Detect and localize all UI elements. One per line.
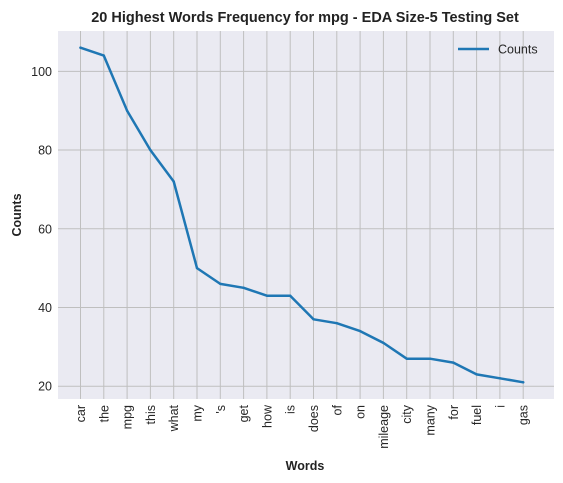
x-tick-label: of xyxy=(330,404,344,415)
data-point xyxy=(79,46,82,49)
data-point xyxy=(265,294,269,297)
legend-label-counts: Counts xyxy=(498,43,538,57)
x-tick-label: mileage xyxy=(377,405,391,449)
data-point xyxy=(498,377,502,380)
data-point xyxy=(475,373,478,376)
data-point xyxy=(428,357,432,360)
x-tick-label: how xyxy=(260,404,274,428)
x-tick-label: 's xyxy=(214,405,228,414)
x-tick-label: i xyxy=(493,405,507,408)
y-tick-label: 80 xyxy=(38,144,52,158)
x-tick-label: the xyxy=(97,405,111,422)
data-point xyxy=(219,282,222,286)
y-tick-label: 100 xyxy=(31,65,52,79)
x-tick-label: is xyxy=(284,405,298,414)
x-tick-label: on xyxy=(354,405,368,419)
x-tick-label: many xyxy=(424,404,438,435)
data-point xyxy=(358,329,362,333)
data-point xyxy=(195,266,199,270)
y-tick-labels: 20 40 60 80 100 xyxy=(31,65,52,394)
data-point xyxy=(452,361,455,364)
data-point xyxy=(242,286,245,290)
grid-lines xyxy=(58,31,554,399)
series-layer xyxy=(79,46,525,384)
y-tick-label: 20 xyxy=(38,380,52,394)
data-point xyxy=(172,180,175,183)
series-line-counts xyxy=(79,46,525,384)
x-tick-labels: car the mpg this what my 's get how is does of on mil… xyxy=(74,404,531,449)
x-tick-label: city xyxy=(400,404,414,424)
x-tick-label: fuel xyxy=(470,405,484,425)
x-tick-label: car xyxy=(74,405,88,422)
x-tick-label: this xyxy=(144,405,158,424)
y-tick-label: 60 xyxy=(38,222,52,236)
data-point xyxy=(335,322,338,325)
legend: Counts xyxy=(458,43,538,57)
x-tick-label: my xyxy=(191,404,205,421)
data-point xyxy=(102,54,106,57)
chart-title: 20 Highest Words Frequency for mpg - EDA… xyxy=(91,10,519,26)
x-tick-label: for xyxy=(447,405,461,420)
data-point xyxy=(149,148,152,152)
y-tick-label: 40 xyxy=(38,301,52,315)
x-tick-label: does xyxy=(307,405,321,432)
y-axis-label: Counts xyxy=(10,193,24,236)
data-point xyxy=(382,341,385,345)
data-point xyxy=(312,318,315,321)
x-tick-label: get xyxy=(237,404,251,422)
x-axis-label: Words xyxy=(286,459,325,473)
data-point xyxy=(522,381,525,384)
x-tick-label: gas xyxy=(517,405,531,425)
x-tick-label: what xyxy=(167,404,181,432)
plot-area xyxy=(58,31,554,399)
x-tick-label: mpg xyxy=(121,405,135,429)
data-point xyxy=(289,294,292,297)
data-point xyxy=(405,357,408,360)
data-point xyxy=(125,109,129,112)
